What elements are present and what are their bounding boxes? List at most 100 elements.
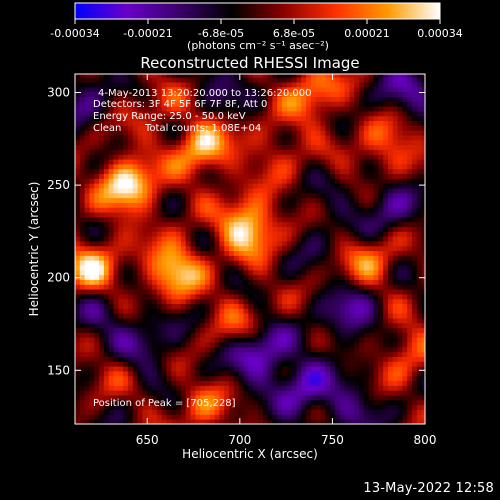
heatmap-cell: [335, 202, 341, 208]
heatmap-cell: [301, 154, 307, 160]
heatmap-cell: [354, 390, 360, 396]
heatmap-cell: [166, 77, 172, 83]
heatmap-cell: [378, 86, 384, 93]
heatmap-cell: [176, 327, 182, 333]
heatmap-cell: [296, 375, 302, 382]
heatmap-cell: [272, 250, 278, 256]
heatmap-cell: [392, 192, 398, 199]
heatmap-cell: [108, 294, 114, 300]
heatmap-cell: [402, 404, 408, 410]
heatmap-cell: [152, 318, 158, 324]
heatmap-cell: [108, 120, 114, 126]
heatmap-cell: [354, 96, 360, 102]
heatmap-cell: [248, 74, 254, 78]
heatmap-cell: [325, 178, 331, 184]
heatmap-cell: [180, 139, 187, 146]
heatmap-cell: [156, 173, 163, 179]
heatmap-cell: [94, 260, 100, 266]
heatmap-cell: [354, 404, 360, 410]
heatmap-cell: [84, 313, 90, 319]
heatmap-cell: [306, 168, 312, 175]
heatmap-cell: [272, 111, 278, 117]
heatmap-cell: [359, 197, 365, 203]
heatmap-cell: [368, 390, 374, 396]
heatmap-cell: [200, 361, 206, 367]
heatmap-cell: [89, 414, 95, 420]
heatmap-cell: [132, 241, 138, 247]
heatmap-cell: [238, 173, 244, 179]
heatmap-cell: [320, 356, 326, 362]
heatmap-cell: [330, 241, 336, 247]
heatmap-cell: [200, 82, 206, 88]
heatmap-cell: [89, 221, 95, 227]
heatmap-cell: [392, 269, 398, 276]
heatmap-cell: [127, 188, 134, 194]
heatmap-cell: [387, 356, 394, 362]
heatmap-cell: [147, 361, 153, 367]
heatmap-cell: [291, 101, 297, 107]
heatmap-cell: [103, 159, 110, 165]
heatmap-cell: [171, 289, 177, 295]
heatmap-cell: [205, 139, 211, 146]
heatmap-cell: [306, 202, 312, 208]
heatmap-cell: [267, 284, 273, 290]
heatmap-cell: [200, 380, 206, 386]
heatmap-cell: [301, 236, 307, 242]
heatmap-cell: [286, 265, 293, 271]
heatmap-cell: [378, 144, 384, 150]
heatmap-cell: [315, 221, 321, 227]
heatmap-cell: [152, 356, 158, 362]
heatmap-cell: [200, 226, 206, 232]
heatmap-cell: [75, 130, 81, 136]
heatmap-cell: [257, 178, 264, 184]
heatmap-cell: [152, 111, 158, 117]
heatmap-cell: [325, 82, 331, 88]
heatmap-cell: [79, 139, 86, 146]
heatmap-cell: [113, 96, 119, 102]
heatmap-cell: [296, 231, 302, 237]
heatmap-cell: [248, 91, 254, 97]
heatmap-cell: [209, 351, 216, 357]
heatmap-cell: [354, 144, 360, 150]
heatmap-cell: [79, 82, 86, 88]
heatmap-cell: [325, 361, 331, 367]
heatmap-cell: [200, 395, 206, 401]
heatmap-cell: [397, 313, 403, 319]
heatmap-cell: [103, 366, 110, 372]
heatmap-cell: [277, 226, 283, 232]
heatmap-cell: [195, 173, 201, 179]
heatmap-cell: [306, 212, 312, 218]
heatmap-cell: [272, 115, 278, 122]
heatmap-cell: [296, 173, 302, 179]
heatmap-cell: [84, 178, 90, 184]
heatmap-cell: [147, 154, 153, 160]
heatmap-cell: [253, 111, 259, 117]
heatmap-cell: [392, 207, 398, 213]
heatmap-cell: [233, 149, 240, 155]
heatmap-cell: [238, 207, 244, 213]
heatmap-cell: [99, 380, 105, 386]
heatmap-cell: [296, 164, 302, 170]
heatmap-cell: [330, 337, 336, 343]
heatmap-cell: [368, 380, 374, 386]
heatmap-cell: [363, 144, 370, 150]
heatmap-cell: [282, 274, 288, 280]
heatmap-cell: [282, 139, 288, 146]
heatmap-cell: [152, 82, 158, 88]
heatmap-cell: [354, 409, 360, 415]
heatmap-cell: [349, 351, 355, 357]
heatmap-cell: [296, 284, 302, 290]
heatmap-cell: [233, 74, 240, 78]
heatmap-cell: [137, 399, 143, 406]
heatmap-cell: [156, 351, 163, 357]
heatmap-cell: [137, 298, 143, 305]
heatmap-cell: [75, 390, 81, 396]
heatmap-cell: [248, 298, 254, 305]
heatmap-cell: [75, 250, 81, 256]
heatmap-cell: [315, 265, 321, 271]
heatmap-cell: [320, 250, 326, 256]
heatmap-cell: [103, 178, 110, 184]
heatmap-cell: [301, 91, 307, 97]
heatmap-cell: [267, 212, 273, 218]
heatmap-cell: [94, 226, 100, 232]
